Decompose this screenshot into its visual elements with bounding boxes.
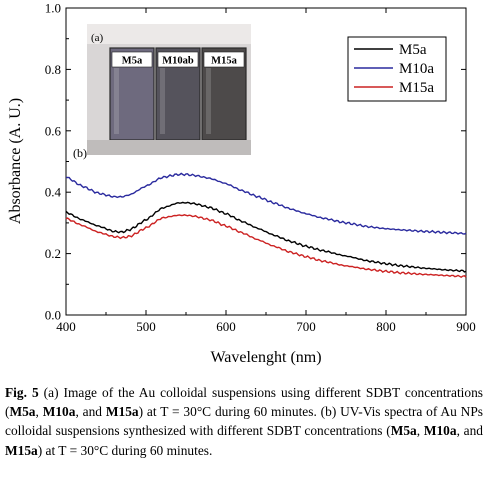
caption-text: ) at T = 30°C during 60 minutes. (b) UV-… (5, 404, 483, 439)
legend: M5a M10a M15a (347, 36, 447, 102)
caption-sample-name: M10a (423, 423, 457, 439)
caption-text: (a) Image of the Au colloidal suspension… (5, 385, 483, 420)
x-tick-label: 500 (136, 319, 156, 334)
inset-backdrop (87, 24, 251, 44)
y-tick-label: 0.8 (45, 62, 61, 77)
x-tick-label: 400 (56, 319, 76, 334)
series-line-m10a (66, 172, 467, 235)
y-tick-label: 0.4 (45, 185, 62, 200)
x-tick-label: 900 (456, 319, 476, 334)
caption-text: , and (75, 404, 106, 420)
x-tick-label: 800 (376, 319, 396, 334)
caption-sample-name: M5a (9, 404, 36, 420)
vial-highlight (160, 68, 165, 134)
caption-text: , (35, 404, 43, 420)
axis-ticks: 400 500 600 700 800 900 0.0 0.2 0.4 0.6 0.8 1.0 (45, 1, 476, 335)
caption-fig-label: Fig. 5 (5, 385, 39, 400)
legend-label-m10a: M10a (399, 61, 434, 77)
caption-text: ) at T = 30°C during 60 minutes. (37, 442, 213, 458)
y-tick-label: 0.0 (45, 308, 61, 323)
series-line-m15a (65, 214, 467, 279)
legend-label-m5a: M5a (399, 42, 427, 58)
vial-highlight (114, 68, 119, 134)
vial-label-tag (203, 51, 245, 68)
inset-table (87, 140, 251, 155)
inset-photo: (a) M5a M10ab M15a (87, 24, 251, 155)
legend-label-m15a: M15a (399, 80, 434, 96)
x-tick-label: 600 (216, 319, 236, 334)
vial-label: M10ab (162, 56, 194, 67)
absorbance-chart: 400 500 600 700 800 900 0.0 0.2 0.4 0.6 0.8 1.0 Wav… (7, 1, 476, 367)
caption-sample-name: M15a (5, 442, 38, 458)
y-axis-label: Absorbance (A. U.) (7, 98, 24, 224)
figure-caption: Fig. 5 (a) Image of the Au colloidal sus… (5, 383, 483, 460)
x-axis-label: Wavelenght (nm) (210, 349, 321, 366)
vial-highlight (206, 68, 211, 134)
caption-text: , and (456, 423, 484, 439)
y-tick-label: 1.0 (45, 1, 61, 16)
caption-text: , (416, 423, 424, 439)
vial-label: M15a (211, 56, 237, 67)
vial-label: M5a (122, 56, 143, 67)
caption-sample-name: M10a (42, 404, 76, 420)
caption-sample-name: M15a (105, 404, 139, 420)
panel-b-label: (b) (73, 146, 87, 160)
y-tick-label: 0.2 (45, 246, 61, 261)
series-layer (65, 172, 467, 279)
panel-a-label: (a) (91, 32, 104, 44)
vial-label-tag (157, 51, 199, 68)
y-tick-label: 0.6 (45, 123, 62, 138)
caption-sample-name: M5a (390, 423, 417, 439)
x-tick-label: 700 (296, 319, 316, 334)
series-line-m5a (65, 201, 467, 273)
vial-label-tag (111, 51, 153, 68)
legend-box (347, 36, 447, 102)
